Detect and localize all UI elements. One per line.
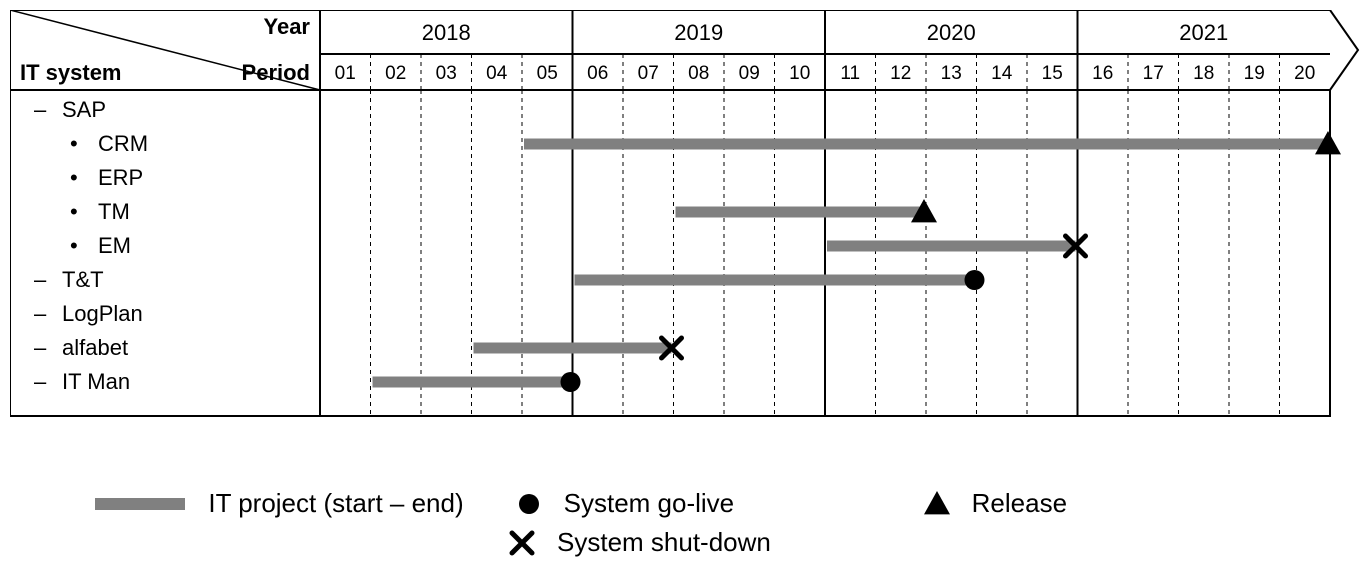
row-bullet: – (34, 97, 47, 122)
period-label: 10 (789, 63, 810, 84)
row-label: TM (98, 199, 130, 224)
gantt-bar (524, 139, 1328, 150)
gantt-bar (474, 343, 672, 354)
period-label: 11 (840, 63, 860, 84)
period-label: 02 (385, 63, 406, 84)
period-label: 12 (890, 63, 911, 84)
period-label: 19 (1244, 63, 1265, 84)
legend-item: IT project (start – end) (90, 488, 463, 519)
year-label: 2019 (674, 20, 723, 45)
row-bullet: • (70, 199, 78, 224)
row-label: ERP (98, 165, 143, 190)
row-bullet: • (70, 131, 78, 156)
year-label: 2020 (927, 20, 976, 45)
row-label: SAP (62, 97, 106, 122)
row-label: CRM (98, 131, 148, 156)
period-label: 05 (537, 63, 558, 84)
period-label: 16 (1092, 63, 1113, 84)
gantt-chart: YearPeriodIT system201820192020202101020… (10, 10, 1360, 470)
row-bullet: – (34, 369, 47, 394)
period-label: 06 (587, 63, 608, 84)
corner-year: Year (264, 14, 311, 39)
period-label: 17 (1143, 63, 1164, 84)
period-label: 09 (739, 63, 760, 84)
legend-item: Release (920, 488, 1280, 519)
period-label: 03 (436, 63, 457, 84)
legend: IT project (start – end) System go-live Re… (10, 488, 1360, 558)
period-label: 07 (638, 63, 659, 84)
legend-label: System go-live (564, 488, 735, 519)
legend-label: System shut-down (557, 527, 771, 558)
legend-label: IT project (start – end) (208, 488, 463, 519)
end-marker (561, 372, 581, 392)
timeline-arrowhead (1330, 10, 1358, 90)
row-label: alfabet (62, 335, 128, 360)
gantt-bar (827, 241, 1076, 252)
row-bullet: • (70, 233, 78, 258)
row-label: IT Man (62, 369, 130, 394)
period-label: 14 (991, 63, 1013, 84)
row-bullet: • (70, 165, 78, 190)
gantt-bar (676, 207, 925, 218)
year-label: 2021 (1179, 20, 1228, 45)
row-label: EM (98, 233, 131, 258)
gantt-bar (373, 377, 571, 388)
corner-it-system: IT system (20, 60, 122, 85)
period-label: 18 (1193, 63, 1214, 84)
legend-bar-icon (95, 498, 185, 510)
row-bullet: – (34, 301, 47, 326)
period-label: 20 (1294, 63, 1315, 84)
legend-triangle-icon (924, 491, 950, 514)
year-label: 2018 (422, 20, 471, 45)
legend-item: System shut-down (505, 527, 865, 558)
legend-label: Release (972, 488, 1067, 519)
legend-item: System go-live (512, 488, 872, 519)
row-label: LogPlan (62, 301, 143, 326)
period-label: 01 (335, 63, 356, 84)
end-marker (965, 270, 985, 290)
period-label: 13 (941, 63, 962, 84)
row-label: T&T (62, 267, 104, 292)
period-label: 04 (486, 63, 508, 84)
row-bullet: – (34, 267, 47, 292)
row-bullet: – (34, 335, 47, 360)
gantt-bar (575, 275, 975, 286)
period-label: 08 (688, 63, 709, 84)
corner-period: Period (242, 60, 310, 85)
period-label: 15 (1042, 63, 1063, 84)
legend-circle-icon (519, 494, 539, 514)
